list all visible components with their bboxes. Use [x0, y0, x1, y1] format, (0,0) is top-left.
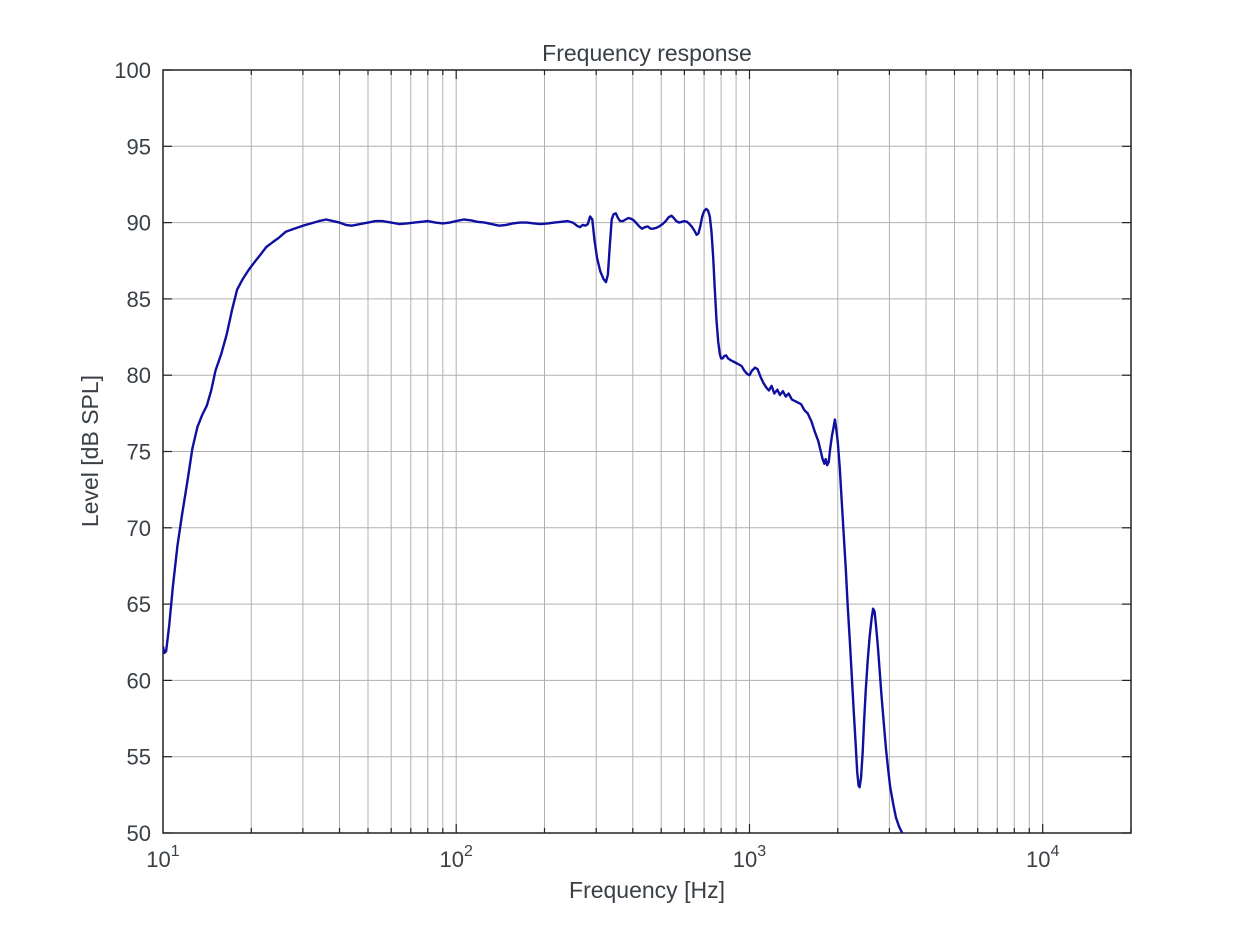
- y-tick-label: 100: [114, 58, 151, 83]
- x-tick-label: 103: [733, 843, 766, 872]
- x-tick-label: 102: [440, 843, 473, 872]
- y-tick-label: 85: [127, 287, 151, 312]
- y-tick-label: 55: [127, 745, 151, 770]
- y-tick-label: 60: [127, 668, 151, 693]
- y-tick-label: 95: [127, 134, 151, 159]
- y-tick-label: 75: [127, 440, 151, 465]
- x-tick-label: 101: [146, 843, 179, 872]
- y-tick-label: 65: [127, 592, 151, 617]
- tick-label-layer: 50 55 60 65 70 75 80 85 90 95 100 101 102 103 104: [114, 58, 1059, 872]
- grid-layer: [163, 70, 1131, 833]
- frequency-response-curve: [163, 207, 904, 833]
- x-tick-label: 104: [1026, 843, 1059, 872]
- y-tick-label: 50: [127, 821, 151, 846]
- tick-layer: [163, 69, 1132, 834]
- y-tick-label: 70: [127, 516, 151, 541]
- y-tick-label: 90: [127, 211, 151, 236]
- curve-layer: [163, 207, 904, 833]
- chart-title: Frequency response: [542, 40, 752, 66]
- x-axis-label: Frequency [Hz]: [569, 877, 725, 903]
- y-tick-label: 80: [127, 363, 151, 388]
- y-axis-label: Level [dB SPL]: [77, 375, 103, 527]
